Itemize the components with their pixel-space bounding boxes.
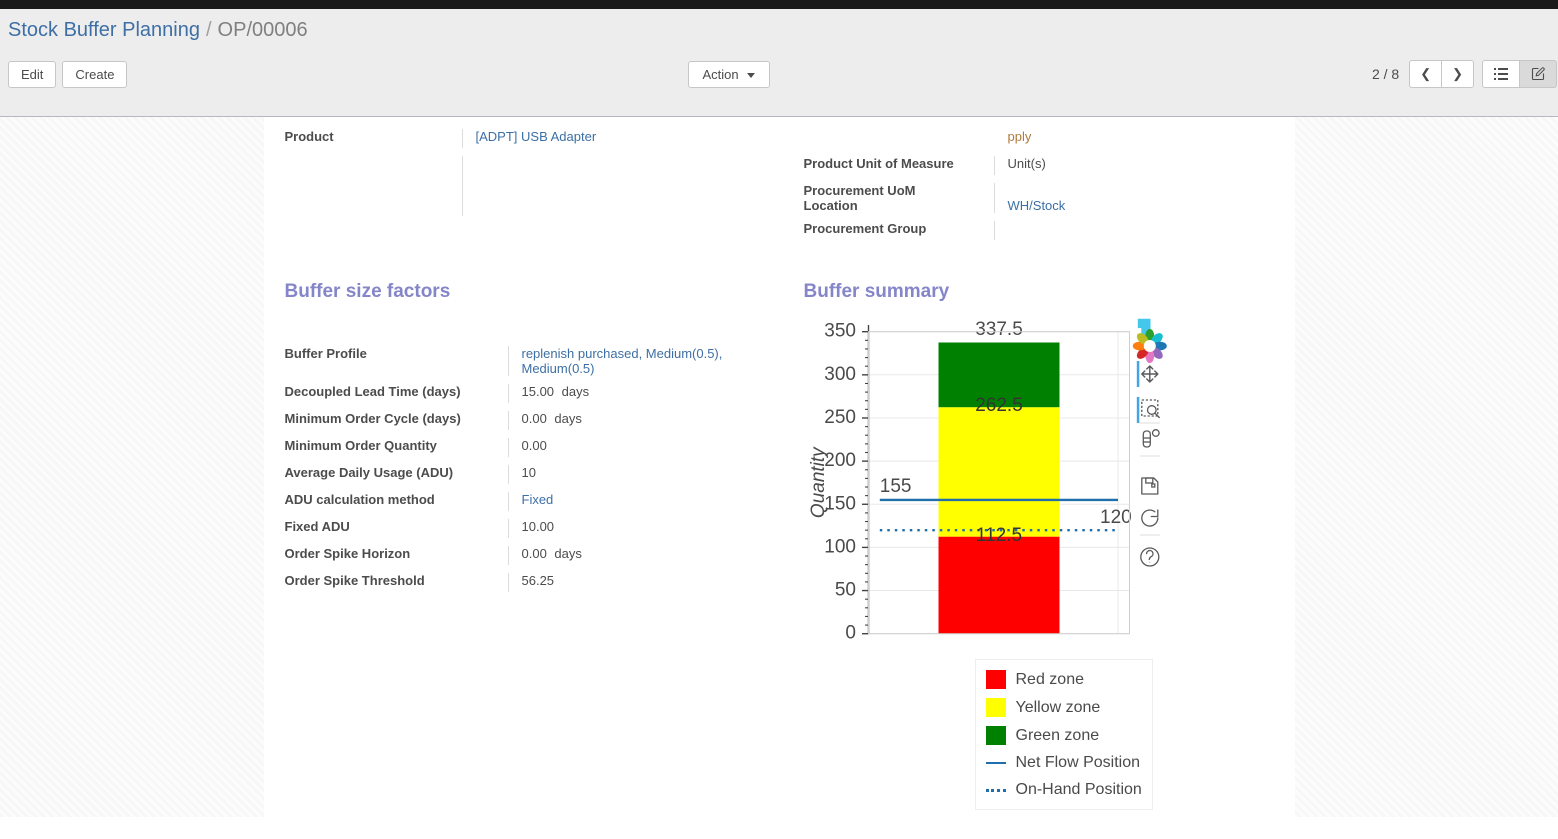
- svg-text:337.5: 337.5: [975, 319, 1023, 340]
- svg-text:350: 350: [824, 321, 856, 342]
- svg-text:0: 0: [845, 623, 856, 644]
